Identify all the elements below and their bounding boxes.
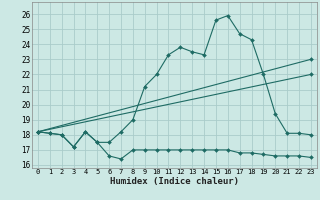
X-axis label: Humidex (Indice chaleur): Humidex (Indice chaleur) — [110, 177, 239, 186]
